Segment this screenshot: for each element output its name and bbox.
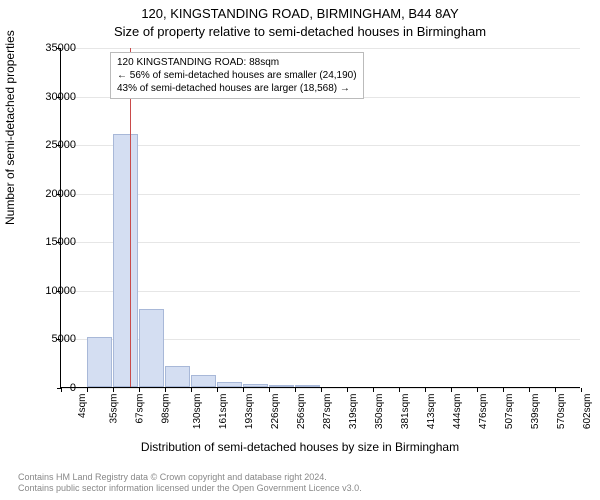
y-axis-label: Number of semi-detached properties — [3, 30, 17, 225]
xtick-mark — [113, 388, 114, 392]
chart-title-main: 120, KINGSTANDING ROAD, BIRMINGHAM, B44 … — [0, 6, 600, 21]
xtick-mark — [425, 388, 426, 392]
ytick-label: 5000 — [52, 333, 76, 345]
chart-footer: Contains HM Land Registry data © Crown c… — [18, 472, 362, 494]
annotation-box: 120 KINGSTANDING ROAD: 88sqm ← 56% of se… — [110, 52, 364, 99]
annotation-line-2: ← 56% of semi-detached houses are smalle… — [117, 69, 357, 82]
xtick-label: 413sqm — [426, 394, 437, 430]
histogram-bar — [87, 337, 112, 388]
xtick-label: 226sqm — [270, 394, 281, 430]
histogram-bar — [269, 385, 294, 387]
xtick-mark — [139, 388, 140, 392]
xtick-label: 350sqm — [374, 394, 385, 430]
xtick-label: 287sqm — [322, 394, 333, 430]
chart-title-sub: Size of property relative to semi-detach… — [0, 24, 600, 39]
footer-line-2: Contains public sector information licen… — [18, 483, 362, 494]
histogram-bar — [217, 382, 242, 387]
ytick-label: 10000 — [45, 285, 76, 297]
annotation-line-3: 43% of semi-detached houses are larger (… — [117, 82, 357, 95]
histogram-bar — [295, 385, 320, 387]
xtick-mark — [529, 388, 530, 392]
xtick-mark — [269, 388, 270, 392]
gridline — [61, 242, 580, 243]
xtick-label: 4sqm — [77, 394, 88, 418]
plot-area: 4sqm35sqm67sqm98sqm130sqm161sqm193sqm226… — [60, 48, 580, 388]
xtick-mark — [555, 388, 556, 392]
xtick-mark — [477, 388, 478, 392]
xtick-label: 570sqm — [556, 394, 567, 430]
xtick-mark — [87, 388, 88, 392]
xtick-label: 130sqm — [192, 394, 203, 430]
annotation-line-1: 120 KINGSTANDING ROAD: 88sqm — [117, 56, 357, 69]
xtick-mark — [61, 388, 62, 392]
xtick-mark — [165, 388, 166, 392]
xtick-label: 539sqm — [530, 394, 541, 430]
xtick-label: 256sqm — [296, 394, 307, 430]
ytick-label: 25000 — [45, 139, 76, 151]
xtick-mark — [321, 388, 322, 392]
x-axis-label: Distribution of semi-detached houses by … — [0, 440, 600, 454]
xtick-mark — [217, 388, 218, 392]
xtick-label: 319sqm — [348, 394, 359, 430]
xtick-label: 98sqm — [161, 394, 172, 424]
xtick-mark — [373, 388, 374, 392]
xtick-label: 193sqm — [244, 394, 255, 430]
histogram-bar — [243, 384, 268, 387]
xtick-label: 67sqm — [135, 394, 146, 424]
xtick-label: 35sqm — [109, 394, 120, 424]
histogram-bar — [165, 366, 190, 387]
ytick-label: 15000 — [45, 236, 76, 248]
histogram-bar — [113, 134, 138, 387]
xtick-label: 476sqm — [478, 394, 489, 430]
property-size-chart: 120, KINGSTANDING ROAD, BIRMINGHAM, B44 … — [0, 0, 600, 500]
ytick-label: 35000 — [45, 42, 76, 54]
ytick-label: 20000 — [45, 188, 76, 200]
xtick-mark — [191, 388, 192, 392]
histogram-bar — [139, 309, 164, 387]
histogram-bar — [191, 375, 216, 387]
xtick-mark — [243, 388, 244, 392]
xtick-label: 507sqm — [504, 394, 515, 430]
xtick-label: 381sqm — [400, 394, 411, 430]
footer-line-1: Contains HM Land Registry data © Crown c… — [18, 472, 362, 483]
gridline — [61, 48, 580, 49]
gridline — [61, 145, 580, 146]
xtick-label: 444sqm — [452, 394, 463, 430]
xtick-label: 602sqm — [582, 394, 593, 430]
ytick-label: 0 — [70, 382, 76, 394]
xtick-mark — [295, 388, 296, 392]
xtick-mark — [399, 388, 400, 392]
gridline — [61, 291, 580, 292]
ytick-label: 30000 — [45, 91, 76, 103]
xtick-label: 161sqm — [218, 394, 229, 430]
xtick-mark — [451, 388, 452, 392]
gridline — [61, 194, 580, 195]
xtick-mark — [503, 388, 504, 392]
xtick-mark — [347, 388, 348, 392]
xtick-mark — [581, 388, 582, 392]
